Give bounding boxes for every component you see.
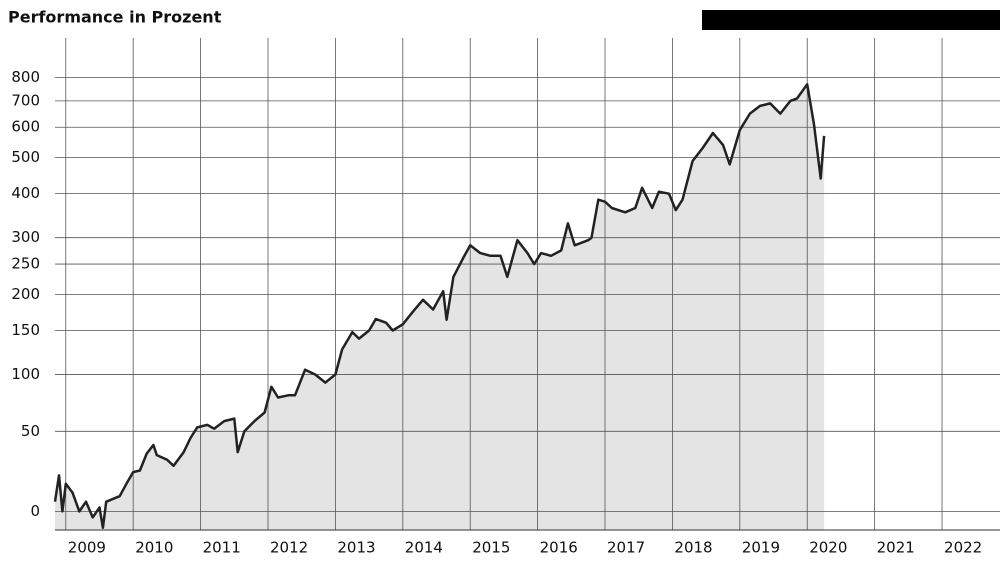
y-tick-label: 600 [11, 118, 40, 136]
x-tick-label: 2021 [877, 539, 915, 557]
y-tick-label: 100 [11, 365, 40, 383]
line [53, 83, 826, 530]
y-tick-label: 150 [11, 321, 40, 339]
x-tick-label: 2016 [540, 539, 578, 557]
x-tick-label: 2022 [944, 539, 982, 557]
x-tick-label: 2009 [68, 539, 106, 557]
x-tick-label: 2010 [135, 539, 173, 557]
x-tick-label: 2018 [674, 539, 712, 557]
y-tick-label: 250 [11, 255, 40, 273]
y-tick-label: 0 [30, 502, 40, 520]
y-tick-label: 400 [11, 184, 40, 202]
x-tick-label: 2015 [472, 539, 510, 557]
chart-title: Performance in Prozent [8, 8, 222, 27]
x-tick-label: 2012 [270, 539, 308, 557]
y-tick-label: 500 [11, 148, 40, 166]
y-tick-label: 800 [11, 68, 40, 86]
x-tick-label: 2020 [809, 539, 847, 557]
y-tick-label: 50 [21, 422, 40, 440]
x-tick-label: 2017 [607, 539, 645, 557]
y-tick-label: 200 [11, 285, 40, 303]
x-tick-label: 2019 [742, 539, 780, 557]
redaction [702, 10, 1000, 30]
y-tick-label: 300 [11, 228, 40, 246]
y-tick-label: 700 [11, 91, 40, 109]
area [55, 84, 825, 531]
x-tick-label: 2011 [203, 539, 241, 557]
x-tick-label: 2013 [337, 539, 375, 557]
x-tick-label: 2014 [405, 539, 443, 557]
